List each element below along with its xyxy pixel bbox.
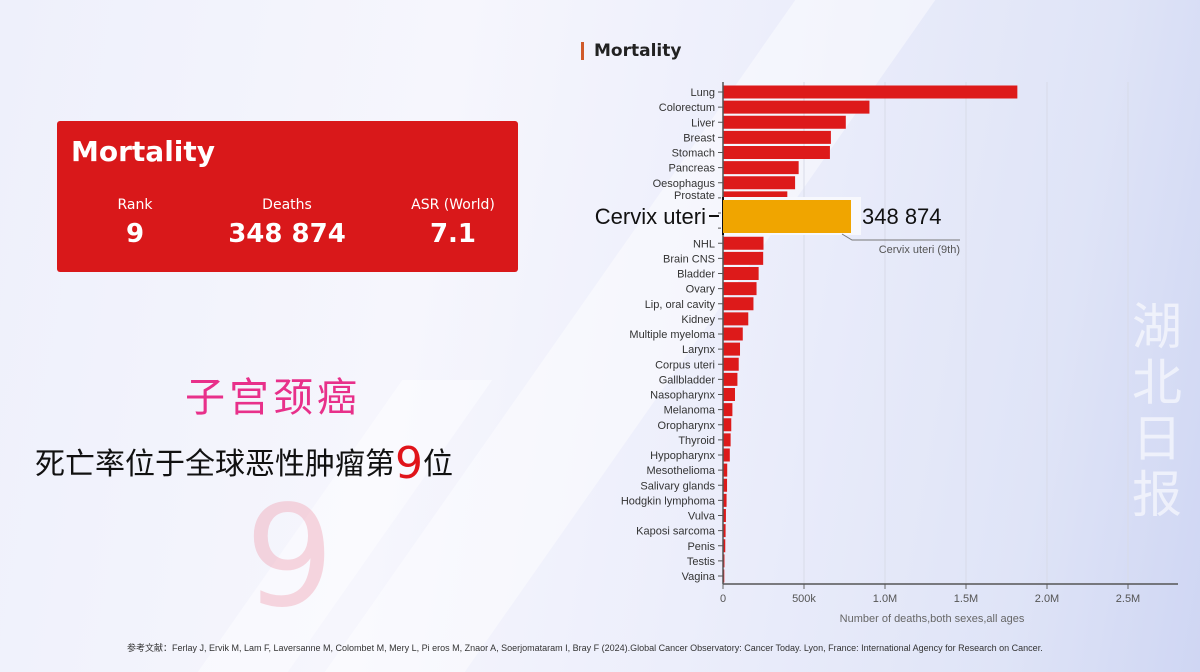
highlight-bar	[723, 200, 851, 233]
y-tick-label: Breast	[683, 132, 715, 144]
y-tick-label: Kaposi sarcoma	[636, 526, 716, 538]
background-number: 9	[245, 476, 335, 639]
bar	[723, 463, 728, 477]
y-tick-label: Pancreas	[669, 163, 716, 175]
headline-title: 子宫颈癌	[185, 375, 361, 421]
y-tick-label: Kidney	[681, 314, 715, 326]
y-tick-label: Melanoma	[664, 405, 716, 417]
stat-rank: Rank 9	[60, 197, 210, 249]
highlight-label: Cervix uteri	[595, 204, 706, 229]
stat-deaths: Deaths 348 874	[212, 197, 362, 249]
y-tick-label: Salivary glands	[640, 480, 715, 492]
x-tick-label: 1.5M	[954, 593, 978, 605]
x-tick-label: 1.0M	[873, 593, 897, 605]
bar	[723, 509, 726, 522]
bar	[723, 236, 764, 250]
y-tick-label: Lung	[691, 87, 715, 99]
y-tick-label: Multiple myeloma	[629, 329, 715, 341]
y-tick-label: Liver	[691, 117, 715, 129]
y-tick-label: Thyroid	[678, 435, 715, 447]
bar	[723, 327, 743, 341]
bar	[723, 539, 726, 553]
stat-value: 7.1	[429, 219, 477, 249]
y-tick-label: Mesothelioma	[647, 465, 716, 477]
y-tick-label: Hodgkin lymphoma	[621, 495, 716, 507]
x-axis-label: Number of deaths,both sexes,all ages	[840, 613, 1025, 625]
stat-label: Rank	[117, 197, 153, 213]
callout-line	[841, 233, 960, 241]
y-tick-label: Larynx	[682, 344, 716, 356]
bar	[723, 100, 870, 114]
watermark-logo: 湖北日报	[1124, 300, 1182, 524]
y-tick-label: Oropharynx	[658, 420, 716, 432]
stat-asr: ASR (World) 7.1	[378, 197, 528, 249]
highlight-value: 348 874	[862, 204, 942, 229]
reference-text: 参考文献：Ferlay J, Ervik M, Lam F, Laversann…	[127, 643, 1043, 653]
headline-text: 位	[423, 447, 453, 482]
bar	[723, 85, 1018, 99]
stat-value: 9	[125, 219, 145, 249]
y-tick-label: Corpus uteri	[655, 359, 715, 371]
y-tick-label: Vulva	[688, 511, 716, 523]
callout-label: Cervix uteri (9th)	[879, 244, 960, 256]
y-tick-label: Penis	[687, 541, 715, 553]
y-tick-label: NHL	[693, 238, 715, 250]
y-tick-label: Stomach	[672, 148, 715, 160]
y-tick-label: Nasopharynx	[650, 390, 715, 402]
y-tick-label: Ovary	[686, 284, 716, 296]
bar	[723, 146, 830, 159]
chart-title: Mortality	[581, 42, 681, 60]
bar	[723, 493, 727, 507]
bar	[723, 433, 731, 447]
y-tick-label: Brain CNS	[663, 253, 715, 265]
x-tick-label: 2.5M	[1116, 593, 1140, 605]
y-tick-label: Bladder	[677, 269, 715, 281]
y-tick-label: Oesophagus	[653, 178, 716, 190]
bar	[723, 282, 757, 296]
bar	[723, 357, 739, 371]
y-tick-label: Gallbladder	[659, 374, 716, 386]
bar	[723, 267, 759, 280]
x-tick-label: 2.0M	[1035, 593, 1059, 605]
y-tick-label: Lip, oral cavity	[645, 299, 716, 311]
bar	[723, 312, 749, 326]
bar	[723, 448, 730, 462]
bar	[723, 161, 799, 175]
bar	[723, 115, 846, 129]
x-tick-label: 500k	[792, 593, 816, 605]
x-tick-label: 0	[720, 593, 726, 605]
stat-label: Deaths	[262, 197, 312, 213]
y-tick-label: Prostate	[674, 190, 715, 202]
headline-text: 死亡率位于全球恶性肿瘤第	[35, 447, 395, 482]
bar	[723, 372, 738, 386]
y-tick-label: Hypopharynx	[650, 450, 715, 462]
bar	[723, 403, 733, 417]
y-tick-label: Vagina	[682, 571, 716, 583]
stat-label: ASR (World)	[411, 197, 495, 213]
bar	[723, 297, 754, 311]
bar	[723, 176, 796, 190]
headline-line: 死亡率位于全球恶性肿瘤第9位	[35, 440, 453, 489]
y-tick-label: Colorectum	[659, 102, 715, 114]
mortality-card: Mortality Rank 9 Deaths 348 874 ASR (Wor…	[57, 121, 518, 272]
card-title: Mortality	[71, 135, 216, 168]
headline-rank: 9	[395, 438, 423, 489]
bar	[723, 524, 726, 538]
bar	[723, 478, 728, 492]
bar	[723, 130, 831, 144]
bar	[723, 342, 741, 356]
y-tick-label: Testis	[687, 556, 716, 568]
bar	[723, 251, 764, 265]
bar	[723, 418, 732, 432]
bar	[723, 388, 735, 401]
stat-value: 348 874	[228, 219, 346, 249]
